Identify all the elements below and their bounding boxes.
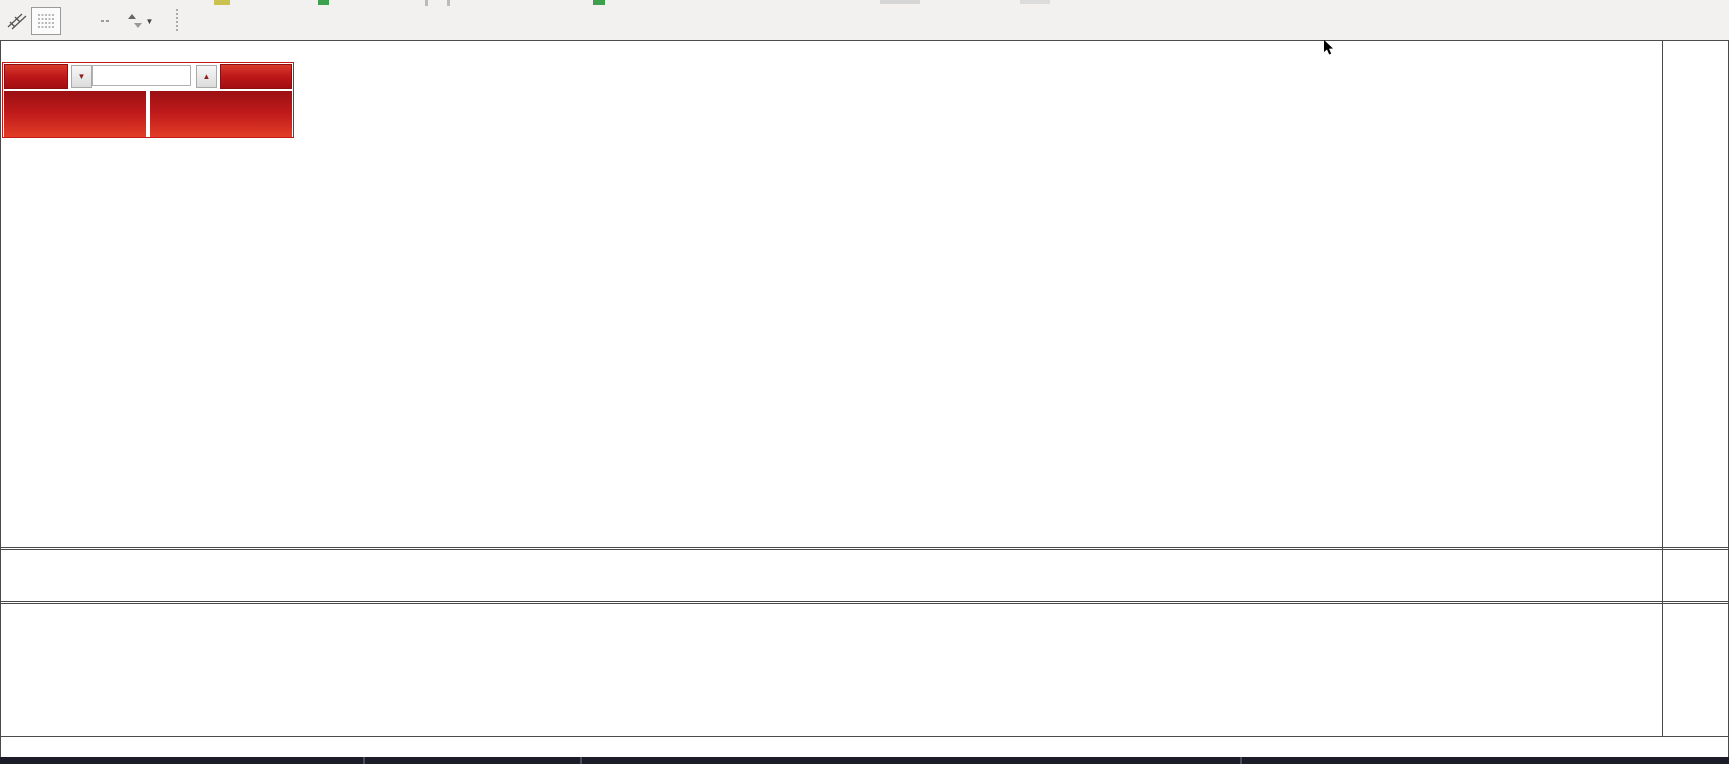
volume-input[interactable] (92, 65, 191, 86)
text-tool-button[interactable] (90, 7, 119, 35)
cutoff-icon-fragment (425, 0, 428, 6)
cutoff-icon-fragment (447, 0, 450, 6)
text-label-tool-button[interactable] (62, 7, 90, 35)
triangle-down-icon: ▼ (77, 72, 86, 81)
toolbar-drag-grip[interactable] (176, 9, 184, 31)
triangle-up-icon: ▲ (202, 72, 211, 81)
cutoff-icon-fragment (1020, 0, 1050, 4)
equidistant-channel-tool-button[interactable] (2, 7, 32, 35)
letter-t-icon (100, 20, 109, 22)
cutoff-icon-fragment (214, 0, 230, 5)
main-panel-border[interactable] (0, 547, 1729, 548)
buy-price-box[interactable] (150, 91, 292, 137)
price-axis-separator (1662, 41, 1663, 736)
macd-panel-border[interactable] (0, 601, 1729, 602)
sell-button[interactable] (4, 64, 68, 89)
symbol-header (7, 45, 18, 59)
fibonacci-tool-button[interactable] (31, 7, 61, 35)
taskbar-divider (1240, 757, 1242, 764)
volume-decrease-button[interactable]: ▼ (71, 65, 92, 88)
arrows-icon (127, 14, 142, 28)
main-toolbar: ▼ (0, 0, 1729, 40)
rsi-panel-top-border (0, 603, 1729, 604)
sell-price-box[interactable] (4, 91, 146, 137)
arrows-tool-button[interactable]: ▼ (120, 7, 160, 35)
macd-panel-top-border (0, 549, 1729, 550)
window-left-border (0, 40, 1, 757)
taskbar-divider (580, 757, 582, 764)
rsi-panel-bottom-border (0, 736, 1729, 737)
taskbar-divider (363, 757, 365, 764)
cutoff-icon-fragment (593, 0, 605, 5)
window-top-border (0, 40, 1729, 41)
volume-increase-button[interactable]: ▲ (196, 65, 217, 88)
cutoff-icon-fragment (880, 0, 920, 4)
taskbar-strip (0, 757, 1729, 764)
cutoff-icon-fragment (318, 0, 329, 5)
chevron-down-icon: ▼ (145, 16, 154, 26)
pitchfork-icon (7, 13, 27, 30)
mouse-cursor (1323, 40, 1335, 61)
one-click-trading-panel: ▼ ▲ (2, 62, 294, 138)
fibonacci-levels-icon (38, 14, 54, 28)
buy-button[interactable] (220, 64, 292, 89)
